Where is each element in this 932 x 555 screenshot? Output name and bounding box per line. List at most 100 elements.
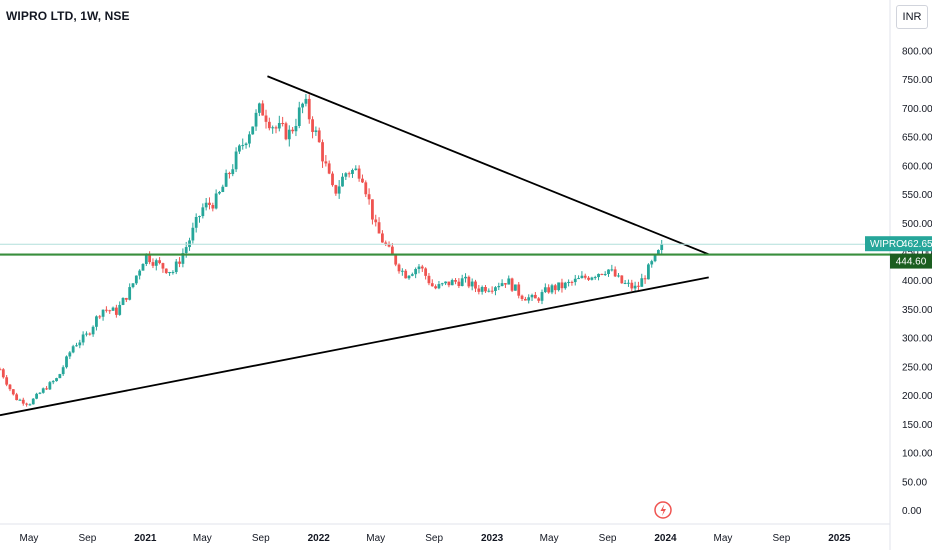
candle-up: [577, 278, 580, 280]
candle-up: [550, 285, 554, 293]
candle-up: [287, 129, 291, 140]
candle-down: [397, 264, 401, 272]
candle-up: [95, 316, 98, 327]
candle-up: [543, 287, 547, 293]
candle-up: [18, 399, 22, 401]
candle-down: [371, 199, 374, 220]
y-tick-label: 800.00: [902, 46, 932, 57]
candle-down: [274, 127, 278, 129]
candle-up: [224, 172, 228, 187]
candle-up: [400, 270, 404, 272]
candle-up: [647, 264, 650, 280]
candle-down: [477, 288, 481, 292]
candle-down: [387, 244, 391, 247]
candle-down: [467, 276, 471, 287]
last-price-label: 462.65: [902, 239, 932, 250]
candle-up: [487, 290, 491, 292]
candle-up: [530, 294, 534, 298]
symbol-tag-label: WIPRO: [870, 239, 904, 250]
candle-down: [25, 403, 29, 405]
candle-up: [660, 244, 664, 251]
candle-up: [656, 250, 660, 255]
candle-down: [380, 233, 384, 243]
candle-up: [171, 272, 175, 274]
x-tick-label: May: [714, 533, 733, 544]
candle-up: [597, 273, 600, 278]
candle-down: [583, 275, 587, 278]
candle-up: [344, 173, 348, 177]
lower-support-trendline[interactable]: [0, 276, 709, 417]
candle-down: [587, 277, 590, 280]
candle-up: [407, 275, 411, 279]
candle-down: [15, 394, 19, 401]
x-tick-label: 2022: [308, 533, 331, 544]
x-tick-label: May: [366, 533, 385, 544]
candle-up: [101, 309, 105, 317]
candle-down: [361, 178, 364, 183]
candle-up: [198, 216, 201, 218]
candle-up: [131, 283, 135, 288]
candle-up: [201, 207, 205, 217]
candle-down: [367, 194, 371, 200]
candle-down: [613, 269, 617, 277]
candle-up: [121, 297, 125, 305]
candle-down: [630, 282, 634, 289]
y-tick-label: 250.00: [902, 362, 932, 373]
candle-down: [523, 298, 527, 301]
candle-down: [447, 281, 451, 286]
candle-up: [71, 346, 75, 353]
candle-down: [8, 384, 12, 390]
candle-down: [570, 281, 574, 283]
candle-down: [454, 280, 457, 282]
candle-down: [430, 283, 434, 287]
candle-down: [105, 309, 108, 311]
candle-down: [377, 222, 381, 234]
candle-up: [118, 304, 122, 315]
candle-up: [234, 151, 238, 170]
candle-down: [553, 285, 557, 291]
candle-up: [58, 374, 62, 379]
candle-up: [35, 393, 38, 399]
candle-up: [28, 404, 32, 406]
candle-up: [31, 398, 35, 405]
x-tick-label: May: [540, 533, 559, 544]
candle-up: [437, 284, 441, 289]
candle-down: [11, 389, 15, 395]
chart-title: WIPRO LTD, 1W, NSE: [6, 9, 130, 23]
trendlines: [0, 75, 710, 417]
candle-down: [114, 307, 118, 315]
x-tick-label: 2021: [134, 533, 157, 544]
candle-up: [633, 285, 637, 289]
candle-down: [321, 142, 324, 162]
candle-up: [444, 281, 447, 284]
candle-up: [221, 186, 225, 192]
candle-up: [191, 227, 195, 241]
candle-up: [623, 282, 627, 284]
upper-resistance-trendline[interactable]: [267, 75, 710, 256]
candle-down: [510, 278, 514, 291]
candle-down: [98, 316, 102, 318]
candle-down: [394, 254, 398, 265]
x-tick-label: 2023: [481, 533, 504, 544]
candle-up: [134, 275, 138, 284]
y-tick-label: 550.00: [902, 190, 932, 201]
candle-down: [364, 182, 368, 195]
candle-up: [653, 254, 657, 262]
candle-up: [617, 275, 620, 277]
candle-down: [88, 333, 92, 335]
candle-down: [334, 185, 338, 194]
candle-up: [480, 286, 484, 292]
candle-up: [351, 169, 354, 174]
candle-down: [307, 98, 311, 120]
candle-up: [41, 388, 45, 393]
candle-down: [1, 369, 5, 378]
candle-down: [291, 129, 295, 132]
candle-up: [218, 191, 221, 194]
candle-up: [271, 127, 275, 129]
candle-up: [241, 145, 245, 147]
candle-down: [211, 204, 215, 209]
currency-button[interactable]: INR: [896, 5, 928, 29]
